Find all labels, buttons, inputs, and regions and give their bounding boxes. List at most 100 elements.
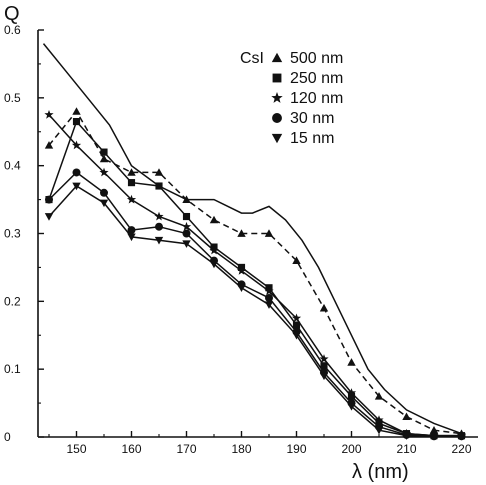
data-point xyxy=(265,293,273,302)
legend-marker xyxy=(272,73,282,83)
y-ticks: 0 0.1 0.2 0.3 0.4 0.5 0.6 xyxy=(4,23,44,444)
data-point xyxy=(72,107,81,115)
x-tick-label: 200 xyxy=(341,442,361,456)
legend-marker xyxy=(271,92,283,103)
legend-label: 15 nm xyxy=(290,130,334,147)
legend-marker xyxy=(272,113,282,123)
data-point xyxy=(100,148,108,156)
legend: CsI 500 nm 250 nm 120 nm 30 nm 15 nm xyxy=(240,50,343,147)
data-point xyxy=(429,432,439,441)
data-point xyxy=(72,118,81,126)
x-tick-label: 160 xyxy=(121,442,141,456)
y-tick-label: 0.1 xyxy=(4,362,21,376)
data-point xyxy=(320,362,328,370)
data-point xyxy=(44,109,54,119)
data-point xyxy=(292,256,301,264)
data-point xyxy=(209,260,219,269)
data-point xyxy=(100,188,108,197)
data-point xyxy=(45,195,53,204)
legend-label: 120 nm xyxy=(290,90,343,107)
data-point xyxy=(374,415,384,424)
series-line xyxy=(48,114,462,437)
data-point xyxy=(319,372,329,381)
data-point xyxy=(99,199,109,208)
data-point xyxy=(237,229,246,237)
x-ticks: 150 160 170 180 190 200 210 220 xyxy=(48,431,472,456)
data-point xyxy=(347,358,356,366)
data-point xyxy=(402,412,411,421)
data-point xyxy=(154,211,164,221)
legend-entry: 15 nm xyxy=(271,130,334,147)
x-tick-label: 190 xyxy=(286,442,306,456)
legend-title: CsI xyxy=(240,50,264,67)
data-point xyxy=(181,221,192,231)
legend-label: 500 nm xyxy=(290,50,343,67)
series-500-nm xyxy=(44,107,466,437)
axes xyxy=(37,30,478,438)
data-point xyxy=(264,229,274,237)
data-point xyxy=(291,313,302,323)
series-30-nm xyxy=(45,168,466,441)
legend-entry: 500 nm xyxy=(271,50,343,67)
x-axis-title: λ (nm) xyxy=(352,461,409,483)
y-tick-label: 0 xyxy=(4,430,11,444)
data-point xyxy=(374,392,384,400)
data-point xyxy=(429,426,439,434)
legend-entry: 250 nm xyxy=(272,70,343,87)
legend-label: 30 nm xyxy=(290,110,334,127)
series-line xyxy=(48,120,462,437)
data-point xyxy=(292,331,301,340)
x-tick-label: 210 xyxy=(396,442,416,456)
data-point xyxy=(237,284,246,292)
data-point xyxy=(457,432,466,441)
x-tick-label: 170 xyxy=(176,442,196,456)
data-point xyxy=(72,182,81,191)
data-point xyxy=(347,392,356,400)
y-tick-label: 0.5 xyxy=(4,91,21,105)
data-point xyxy=(154,236,164,245)
series-15-nm xyxy=(44,182,466,441)
series-250-nm xyxy=(45,118,466,440)
data-point xyxy=(182,240,191,248)
y-tick-label: 0.3 xyxy=(4,227,21,241)
y-tick-label: 0.2 xyxy=(4,294,21,308)
data-point xyxy=(154,168,164,176)
data-point xyxy=(44,213,54,221)
legend-label: 250 nm xyxy=(290,70,343,87)
y-tick-label: 0.4 xyxy=(4,159,21,173)
data-point xyxy=(209,215,219,224)
data-point xyxy=(155,222,163,231)
series-unmarked-curve xyxy=(42,43,462,435)
data-point xyxy=(127,233,136,242)
data-point xyxy=(99,154,109,163)
legend-marker xyxy=(271,52,283,63)
data-point xyxy=(182,212,191,221)
series-line xyxy=(48,171,462,438)
data-point xyxy=(402,432,411,440)
data-point xyxy=(126,194,137,204)
legend-entry: 120 nm xyxy=(271,90,343,107)
series-120-nm xyxy=(44,109,467,440)
data-point xyxy=(127,168,136,176)
series-line xyxy=(48,110,462,435)
data-point xyxy=(264,301,274,309)
y-axis-title: Q xyxy=(4,3,20,25)
series-line xyxy=(48,185,462,438)
x-tick-label: 220 xyxy=(451,442,471,456)
legend-marker xyxy=(271,133,283,144)
data-point xyxy=(319,303,329,312)
y-tick-label: 0.6 xyxy=(4,23,21,37)
x-tick-label: 180 xyxy=(231,442,251,456)
data-point xyxy=(319,354,329,363)
data-point xyxy=(44,141,54,149)
series-line xyxy=(42,43,462,435)
series-layer xyxy=(42,43,467,441)
data-point xyxy=(127,179,136,187)
data-point xyxy=(264,286,274,296)
data-point xyxy=(99,167,109,177)
legend-entry: 30 nm xyxy=(272,110,334,127)
data-point xyxy=(72,168,81,177)
data-point xyxy=(346,388,357,397)
data-point xyxy=(374,426,384,435)
